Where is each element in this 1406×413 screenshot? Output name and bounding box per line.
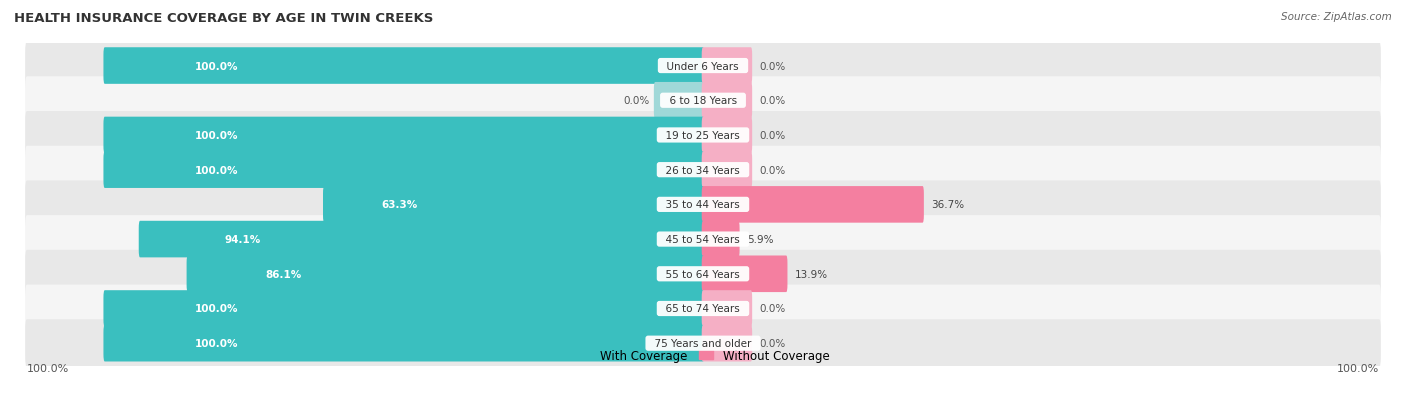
FancyBboxPatch shape xyxy=(25,285,1381,332)
Text: 63.3%: 63.3% xyxy=(381,200,418,210)
Text: 0.0%: 0.0% xyxy=(759,62,786,71)
Text: 0.0%: 0.0% xyxy=(759,131,786,140)
Text: Under 6 Years: Under 6 Years xyxy=(661,62,745,71)
FancyBboxPatch shape xyxy=(25,43,1381,90)
Text: 45 to 54 Years: 45 to 54 Years xyxy=(659,235,747,244)
Text: 100.0%: 100.0% xyxy=(194,338,238,348)
FancyBboxPatch shape xyxy=(702,256,787,292)
FancyBboxPatch shape xyxy=(654,83,704,119)
Text: 100.0%: 100.0% xyxy=(194,165,238,175)
FancyBboxPatch shape xyxy=(25,320,1381,367)
Text: 0.0%: 0.0% xyxy=(623,96,650,106)
Text: 19 to 25 Years: 19 to 25 Years xyxy=(659,131,747,140)
Text: 100.0%: 100.0% xyxy=(194,62,238,71)
Text: 86.1%: 86.1% xyxy=(266,269,301,279)
Text: 65 to 74 Years: 65 to 74 Years xyxy=(659,304,747,314)
Text: 100.0%: 100.0% xyxy=(27,363,69,373)
Text: 55 to 64 Years: 55 to 64 Years xyxy=(659,269,747,279)
FancyBboxPatch shape xyxy=(104,117,704,154)
FancyBboxPatch shape xyxy=(702,325,752,362)
Text: 13.9%: 13.9% xyxy=(796,269,828,279)
Text: 35 to 44 Years: 35 to 44 Years xyxy=(659,200,747,210)
FancyBboxPatch shape xyxy=(139,221,704,258)
Text: 26 to 34 Years: 26 to 34 Years xyxy=(659,165,747,175)
FancyBboxPatch shape xyxy=(104,152,704,188)
Text: 0.0%: 0.0% xyxy=(759,165,786,175)
Text: 0.0%: 0.0% xyxy=(759,96,786,106)
FancyBboxPatch shape xyxy=(25,112,1381,159)
FancyBboxPatch shape xyxy=(187,256,704,292)
FancyBboxPatch shape xyxy=(702,152,752,188)
Text: 0.0%: 0.0% xyxy=(759,338,786,348)
FancyBboxPatch shape xyxy=(25,146,1381,194)
Text: 0.0%: 0.0% xyxy=(759,304,786,314)
Text: 100.0%: 100.0% xyxy=(1337,363,1379,373)
FancyBboxPatch shape xyxy=(104,48,704,85)
FancyBboxPatch shape xyxy=(25,216,1381,263)
Text: 94.1%: 94.1% xyxy=(225,235,260,244)
FancyBboxPatch shape xyxy=(702,221,740,258)
FancyBboxPatch shape xyxy=(702,83,752,119)
FancyBboxPatch shape xyxy=(104,290,704,327)
Text: 100.0%: 100.0% xyxy=(194,131,238,140)
Text: 75 Years and older: 75 Years and older xyxy=(648,338,758,348)
Legend: With Coverage, Without Coverage: With Coverage, Without Coverage xyxy=(572,344,834,366)
Text: 5.9%: 5.9% xyxy=(747,235,773,244)
Text: HEALTH INSURANCE COVERAGE BY AGE IN TWIN CREEKS: HEALTH INSURANCE COVERAGE BY AGE IN TWIN… xyxy=(14,12,433,25)
FancyBboxPatch shape xyxy=(702,48,752,85)
FancyBboxPatch shape xyxy=(323,187,704,223)
Text: 6 to 18 Years: 6 to 18 Years xyxy=(662,96,744,106)
FancyBboxPatch shape xyxy=(702,117,752,154)
FancyBboxPatch shape xyxy=(25,250,1381,298)
Text: 100.0%: 100.0% xyxy=(194,304,238,314)
FancyBboxPatch shape xyxy=(25,181,1381,229)
FancyBboxPatch shape xyxy=(25,77,1381,125)
Text: Source: ZipAtlas.com: Source: ZipAtlas.com xyxy=(1281,12,1392,22)
Text: 36.7%: 36.7% xyxy=(932,200,965,210)
FancyBboxPatch shape xyxy=(702,290,752,327)
FancyBboxPatch shape xyxy=(104,325,704,362)
FancyBboxPatch shape xyxy=(702,187,924,223)
